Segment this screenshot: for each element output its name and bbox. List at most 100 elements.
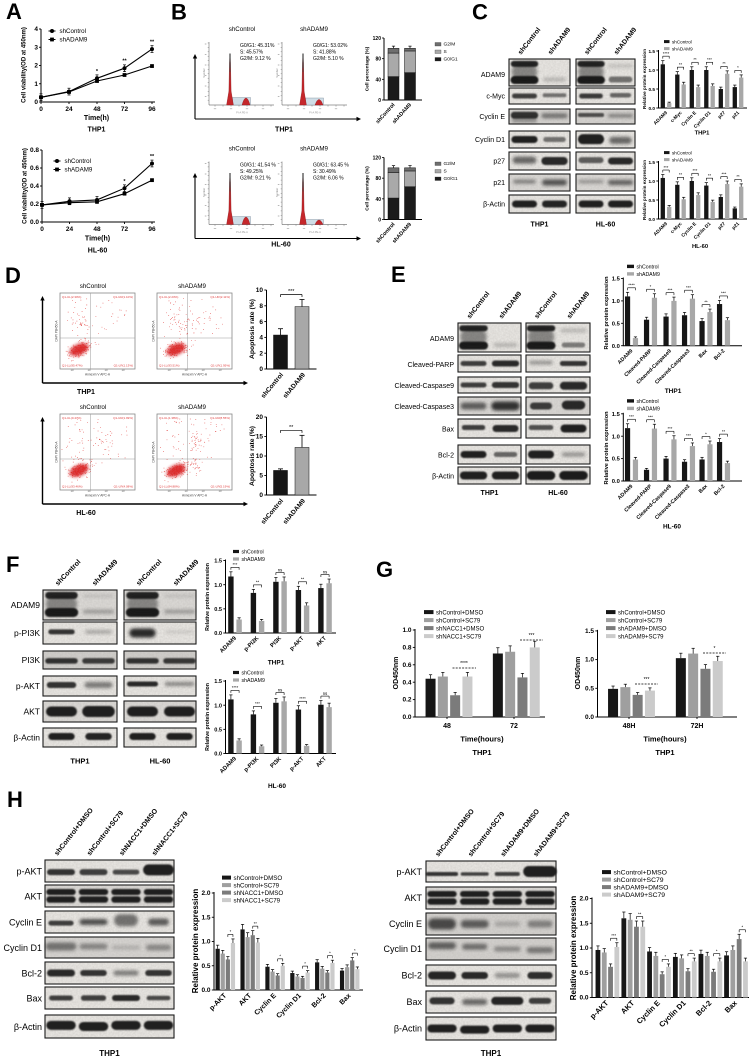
svg-text:0.5: 0.5 — [579, 970, 588, 977]
svg-text:F: F — [6, 552, 19, 577]
svg-text:AKT: AKT — [404, 893, 422, 903]
svg-text:ADAM9: ADAM9 — [11, 600, 41, 610]
svg-text:***: *** — [529, 633, 535, 639]
svg-text:shControl: shControl — [672, 151, 692, 156]
svg-text:10: 10 — [121, 368, 125, 372]
svg-text:***: *** — [611, 933, 616, 938]
svg-text:1.5: 1.5 — [612, 412, 621, 418]
svg-text:0.6: 0.6 — [30, 165, 39, 172]
svg-text:0: 0 — [39, 106, 43, 113]
svg-text:Cyclin E: Cyclin E — [389, 919, 422, 929]
svg-text:72: 72 — [121, 226, 129, 233]
svg-text:β-Actin: β-Actin — [394, 1024, 422, 1034]
svg-text:G0/G1: G0/G1 — [444, 57, 458, 63]
svg-text:G0/G1: 63.45 %: G0/G1: 63.45 % — [313, 163, 349, 169]
svg-text:**: ** — [722, 429, 726, 434]
svg-text:Cleaved-PARP: Cleaved-PARP — [407, 362, 454, 369]
svg-text:1.0: 1.0 — [579, 945, 588, 952]
svg-text:Time(h): Time(h) — [85, 236, 110, 243]
svg-text:S: S — [444, 49, 447, 55]
svg-text:B: B — [171, 0, 187, 25]
svg-text:*: * — [714, 646, 716, 652]
svg-text:**: ** — [679, 172, 683, 177]
svg-text:*: * — [230, 929, 232, 934]
svg-text:shADAM9: shADAM9 — [672, 158, 693, 163]
svg-text:8: 8 — [259, 303, 263, 310]
svg-text:**: ** — [638, 911, 642, 916]
svg-text:**: ** — [256, 580, 260, 585]
svg-text:shControl: shControl — [637, 265, 659, 271]
svg-text:10: 10 — [218, 368, 222, 372]
svg-text:shControl: shControl — [60, 28, 86, 35]
svg-text:0.0: 0.0 — [214, 752, 222, 758]
svg-text:***: *** — [693, 168, 698, 173]
svg-text:HL-60: HL-60 — [76, 510, 96, 517]
svg-text:shControl+SC79: shControl+SC79 — [614, 877, 664, 884]
svg-text:10: 10 — [121, 489, 125, 493]
svg-text:Relative protein expression: Relative protein expression — [569, 896, 578, 1001]
svg-text:0: 0 — [259, 492, 263, 499]
svg-text:0.0: 0.0 — [201, 987, 210, 994]
svg-text:Bax: Bax — [442, 427, 455, 434]
svg-text:Q1-UL(2.23%): Q1-UL(2.23%) — [159, 295, 178, 299]
svg-text:HL-60: HL-60 — [268, 783, 286, 790]
svg-text:****: **** — [460, 661, 468, 667]
svg-text:PI-A PE-A: PI-A PE-A — [309, 230, 321, 234]
svg-text:*: * — [354, 948, 356, 953]
svg-text:G2/M: 9.21 %: G2/M: 9.21 % — [240, 176, 271, 182]
svg-text:PI-A PE-A: PI-A PE-A — [236, 230, 248, 234]
svg-text:Cleaved-Caspase3: Cleaved-Caspase3 — [394, 404, 454, 411]
svg-text:0.4: 0.4 — [402, 679, 411, 686]
svg-text:1.5: 1.5 — [214, 559, 222, 565]
svg-text:1.0: 1.0 — [585, 657, 594, 664]
svg-text:**: ** — [150, 154, 155, 160]
svg-text:10: 10 — [184, 368, 188, 372]
svg-text:THP1: THP1 — [99, 1049, 120, 1058]
svg-text:**: ** — [289, 425, 294, 431]
svg-text:shControl+SC79: shControl+SC79 — [618, 619, 663, 625]
svg-text:0.0: 0.0 — [214, 631, 222, 637]
svg-text:DAPI PB450-A: DAPI PB450-A — [55, 441, 59, 463]
svg-text:THP1: THP1 — [472, 748, 491, 757]
svg-text:***: *** — [686, 433, 691, 438]
svg-text:10: 10 — [218, 489, 222, 493]
svg-text:***: *** — [707, 57, 712, 62]
svg-text:Q1-UL(2.30%): Q1-UL(2.30%) — [62, 295, 81, 299]
svg-text:1: 1 — [34, 81, 38, 88]
svg-text:10: 10 — [70, 368, 74, 372]
svg-text:Q1-UL(0.47%): Q1-UL(0.47%) — [62, 416, 81, 420]
svg-text:p21: p21 — [493, 180, 505, 187]
svg-text:4: 4 — [259, 335, 263, 342]
svg-text:10: 10 — [87, 368, 91, 372]
svg-text:0.5: 0.5 — [214, 728, 222, 734]
svg-text:1.0: 1.0 — [402, 627, 411, 634]
svg-text:***: *** — [721, 291, 726, 296]
svg-text:G2/M: 9.12 %: G2/M: 9.12 % — [240, 56, 271, 62]
svg-text:0: 0 — [40, 226, 44, 233]
svg-text:10: 10 — [167, 489, 171, 493]
svg-text:β-Actin: β-Actin — [14, 1022, 42, 1032]
svg-text:shADAM9: shADAM9 — [300, 146, 328, 153]
svg-text:C: C — [472, 0, 488, 25]
svg-text:shADAM9: shADAM9 — [178, 283, 206, 290]
svg-text:80: 80 — [375, 57, 381, 63]
svg-text:PI3K: PI3K — [22, 655, 41, 665]
svg-text:10: 10 — [104, 368, 108, 372]
svg-text:AKT: AKT — [24, 892, 42, 902]
svg-text:THP1: THP1 — [275, 127, 293, 134]
svg-text:ns: ns — [323, 569, 327, 574]
svg-text:***: *** — [664, 165, 669, 170]
svg-text:Number: Number — [275, 68, 279, 77]
svg-text:Cell viability(OD at 450nm): Cell viability(OD at 450nm) — [23, 148, 29, 224]
svg-text:S: 49.25%: S: 49.25% — [240, 169, 264, 175]
svg-text:Bcl-2: Bcl-2 — [401, 971, 422, 981]
svg-text:THP1: THP1 — [695, 131, 711, 137]
svg-text:Cyclin D1: Cyclin D1 — [383, 944, 422, 954]
svg-text:Relative protein expression: Relative protein expression — [604, 276, 610, 350]
svg-text:Cyclin D1: Cyclin D1 — [475, 137, 505, 144]
svg-text:10: 10 — [167, 368, 171, 372]
svg-text:p21: p21 — [731, 110, 741, 120]
svg-text:PI-A PE-A: PI-A PE-A — [309, 111, 321, 115]
svg-text:Q1-LL(84.88%): Q1-LL(84.88%) — [159, 485, 180, 489]
svg-text:A: A — [6, 0, 22, 24]
